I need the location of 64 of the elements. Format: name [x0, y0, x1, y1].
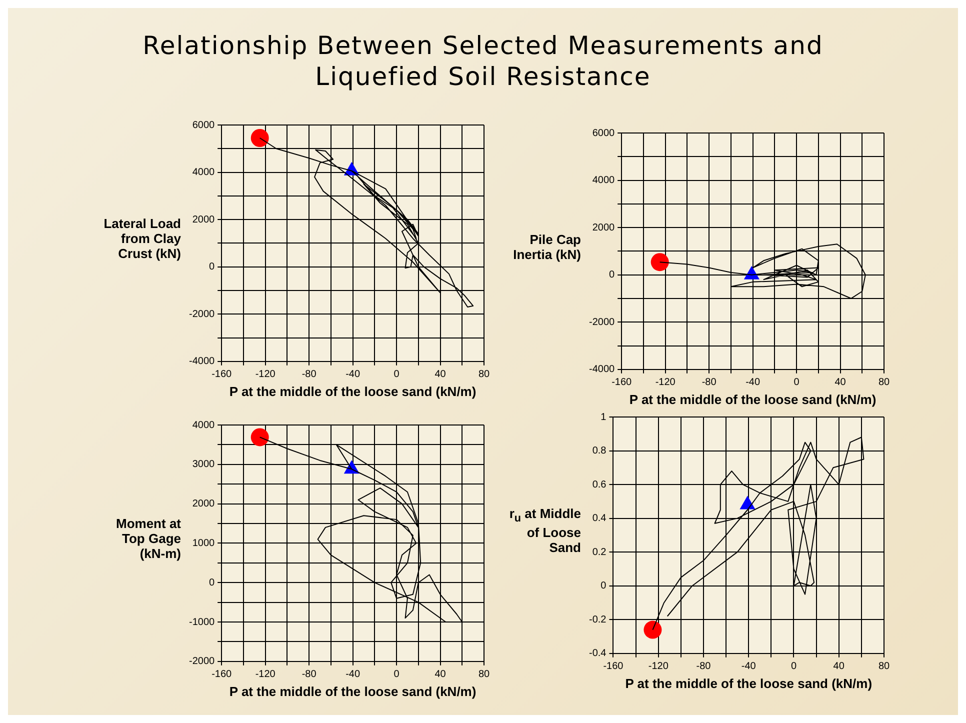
x-tick-label: 0 [394, 369, 400, 380]
y-tick-label: -2000 [189, 308, 216, 320]
y-tick-label: -1000 [189, 616, 216, 628]
x-tick-label: 0 [794, 377, 800, 388]
x-axis-title: P at the middle of the loose sand (kN/m) [229, 384, 476, 399]
chart-title: Relationship Between Selected Measurements and Liquefied Soil Resistance [142, 30, 824, 92]
y-tick-label: 0 [600, 580, 607, 592]
y-tick-label: 2000 [192, 214, 216, 226]
x-axis-title: P at the middle of the loose sand (kN/m) [625, 676, 872, 691]
x-tick-label: 40 [833, 661, 845, 672]
x-tick-label: -120 [655, 377, 676, 388]
x-tick-label: -80 [702, 377, 717, 388]
x-tick-label: 40 [834, 377, 846, 388]
x-tick-label: -80 [302, 369, 317, 380]
x-axis-title: P at the middle of the loose sand (kN/m) [629, 392, 876, 407]
x-tick-label: -160 [212, 369, 232, 380]
x-tick-label: -120 [648, 661, 669, 672]
x-axis-title: P at the middle of the loose sand (kN/m) [229, 684, 476, 699]
y-axis-title: r$_{u}$ at Middle of Loose Sand [508, 506, 581, 555]
x-tick-label: 80 [878, 377, 890, 388]
y-tick-label: 2000 [592, 222, 616, 234]
y-axis-title: Moment at Top Gage (kN-m) [115, 516, 181, 561]
y-tick-label: 0 [209, 577, 216, 588]
x-tick-label: 0 [394, 669, 400, 680]
y-tick-label: 2000 [192, 498, 216, 510]
y-tick-label: 4000 [192, 420, 216, 431]
x-tick-label: -40 [346, 669, 360, 680]
y-tick-label: -2000 [589, 316, 616, 328]
x-tick-label: -40 [346, 369, 360, 380]
x-tick-label: -80 [302, 669, 317, 680]
x-tick-label: -120 [255, 669, 276, 680]
x-tick-label: 80 [478, 369, 490, 380]
y-axis-title: Pile Cap Inertia (kN) [512, 232, 581, 262]
y-tick-label: 0 [209, 262, 216, 273]
x-tick-label: -40 [746, 377, 760, 388]
y-tick-label: -0.4 [588, 648, 607, 660]
y-tick-label: 0.4 [592, 513, 607, 524]
x-tick-label: -120 [255, 369, 276, 380]
y-tick-label: 0.2 [592, 546, 607, 558]
x-tick-label: -160 [603, 661, 624, 672]
y-tick-label: 3000 [192, 459, 216, 470]
x-tick-label: 0 [790, 661, 797, 672]
y-tick-label: 1000 [192, 538, 216, 549]
y-tick-label: 0.8 [592, 446, 607, 457]
y-tick-label: 0.6 [592, 479, 607, 490]
x-tick-label: 80 [478, 669, 490, 680]
y-tick-label: 6000 [592, 128, 616, 139]
x-tick-label: 80 [878, 661, 890, 672]
y-tick-label: 1 [600, 412, 607, 423]
y-tick-label: -4000 [189, 356, 216, 368]
y-tick-label: 0 [609, 270, 616, 281]
y-axis-title: Lateral Load from Clay Crust (kN) [102, 216, 181, 261]
y-tick-label: 4000 [192, 167, 216, 178]
y-tick-label: 6000 [192, 120, 216, 131]
y-tick-label: -2000 [189, 656, 216, 668]
x-tick-label: -40 [741, 661, 756, 672]
y-tick-label: 4000 [592, 175, 616, 186]
x-tick-label: 40 [434, 369, 446, 380]
y-tick-label: -4000 [589, 364, 616, 376]
x-tick-label: 40 [434, 669, 446, 680]
x-tick-label: -80 [696, 661, 712, 672]
x-tick-label: -160 [212, 669, 232, 680]
y-tick-label: -0.2 [588, 614, 607, 626]
x-tick-label: -160 [612, 377, 632, 388]
